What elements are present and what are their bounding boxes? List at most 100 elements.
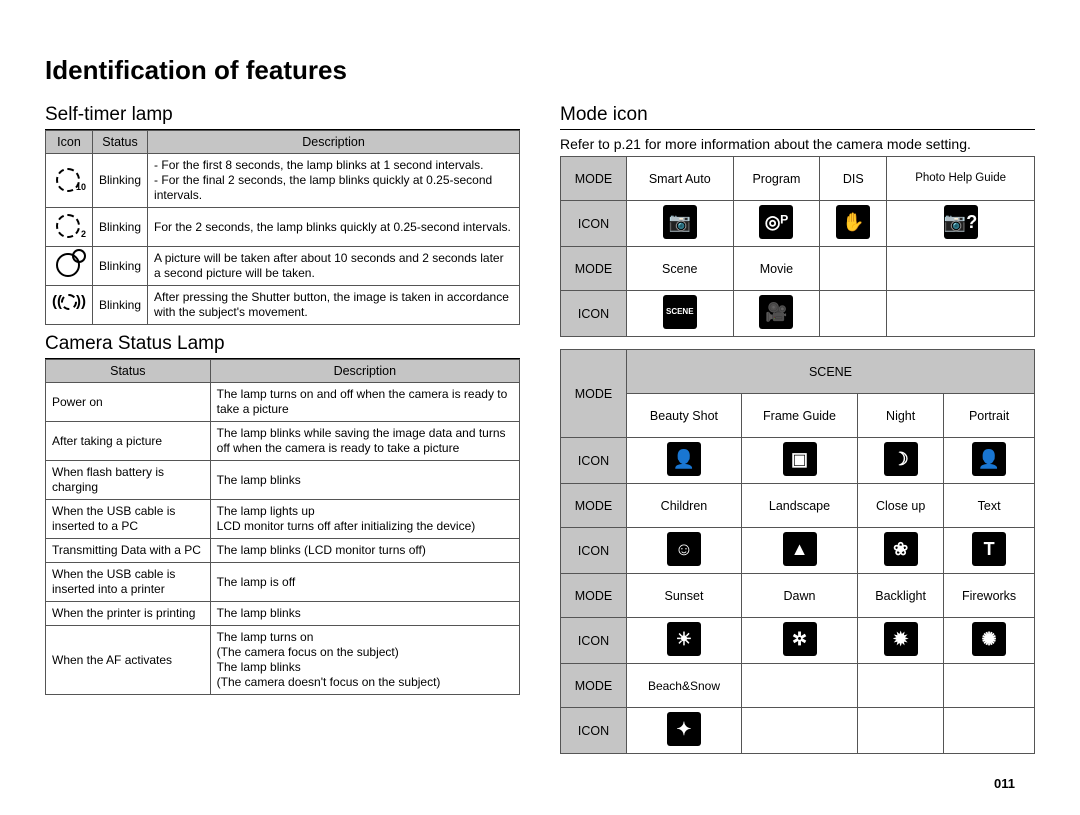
th-status: Status <box>93 131 148 154</box>
beach-snow-icon: ✦ <box>627 708 742 754</box>
page-number: 011 <box>994 776 1015 791</box>
mode-name <box>820 247 887 291</box>
cell: The lamp is off <box>210 563 519 602</box>
dis-icon: ✋ <box>820 201 887 247</box>
table-row: Power onThe lamp turns on and off when t… <box>46 383 520 422</box>
mode-name: Movie <box>733 247 820 291</box>
mode-name: Portrait <box>944 394 1035 438</box>
table-row: When the USB cable is inserted to a PCTh… <box>46 500 520 539</box>
right-column: Mode icon Refer to p.21 for more informa… <box>560 104 1035 754</box>
status-lamp-table: Status Description Power onThe lamp turn… <box>45 359 520 695</box>
cell: The lamp blinks <box>210 602 519 626</box>
row-label: ICON <box>561 291 627 337</box>
row-label: MODE <box>561 157 627 201</box>
scene-group-head: SCENE <box>627 350 1035 394</box>
cell: When flash battery is charging <box>46 461 211 500</box>
cell: Transmitting Data with a PC <box>46 539 211 563</box>
row-label: MODE <box>561 350 627 438</box>
mode-name: Fireworks <box>944 574 1035 618</box>
cell: After taking a picture <box>46 422 211 461</box>
row-label: ICON <box>561 201 627 247</box>
th-desc: Description <box>148 131 520 154</box>
portrait-icon: 👤 <box>944 438 1035 484</box>
status-lamp-heading: Camera Status Lamp <box>45 333 520 359</box>
table-row: Transmitting Data with a PCThe lamp blin… <box>46 539 520 563</box>
self-timer-heading: Self-timer lamp <box>45 104 520 130</box>
mode-icon-note: Refer to p.21 for more information about… <box>560 130 1035 156</box>
scene-table: MODE SCENE Beauty Shot Frame Guide Night… <box>560 349 1035 754</box>
table-row: After taking a pictureThe lamp blinks wh… <box>46 422 520 461</box>
night-icon: ☽ <box>858 438 944 484</box>
text-icon: T <box>944 528 1035 574</box>
th-status: Status <box>46 360 211 383</box>
mode-name: Backlight <box>858 574 944 618</box>
cell-status: Blinking <box>93 286 148 325</box>
children-icon: ☺ <box>627 528 742 574</box>
timer-10-icon: 10 <box>46 154 93 208</box>
mode-name: Text <box>944 484 1035 528</box>
mode-name: Photo Help Guide <box>887 157 1035 201</box>
cell-desc: A picture will be taken after about 10 s… <box>148 247 520 286</box>
cell: The lamp turns on and off when the camer… <box>210 383 519 422</box>
mode-name <box>887 247 1035 291</box>
cell-status: Blinking <box>93 154 148 208</box>
cell-desc: For the 2 seconds, the lamp blinks quick… <box>148 208 520 247</box>
self-timer-table: Icon Status Description 10 Blinking - Fo… <box>45 130 520 325</box>
timer-motion-icon <box>46 286 93 325</box>
table-row: When flash battery is chargingThe lamp b… <box>46 461 520 500</box>
left-column: Self-timer lamp Icon Status Description … <box>45 104 520 754</box>
cell: When the USB cable is inserted to a PC <box>46 500 211 539</box>
mode-name: Sunset <box>627 574 742 618</box>
mode-name: Beach&Snow <box>627 664 742 708</box>
timer-2-icon: 2 <box>46 208 93 247</box>
mode-name: Frame Guide <box>741 394 857 438</box>
landscape-icon: ▲ <box>741 528 857 574</box>
table-row: Blinking After pressing the Shutter butt… <box>46 286 520 325</box>
row-label: MODE <box>561 664 627 708</box>
content-columns: Self-timer lamp Icon Status Description … <box>45 104 1035 754</box>
photo-help-icon: 📷? <box>887 201 1035 247</box>
cell: When the USB cable is inserted into a pr… <box>46 563 211 602</box>
mode-name: Scene <box>627 247 734 291</box>
smart-auto-icon: 📷 <box>627 201 734 247</box>
row-label: ICON <box>561 618 627 664</box>
movie-icon: 🎥 <box>733 291 820 337</box>
row-label: ICON <box>561 708 627 754</box>
fireworks-icon: ✺ <box>944 618 1035 664</box>
backlight-icon: ✹ <box>858 618 944 664</box>
row-label: ICON <box>561 438 627 484</box>
cell-desc: - For the first 8 seconds, the lamp blin… <box>148 154 520 208</box>
cell: When the printer is printing <box>46 602 211 626</box>
mode-name: Dawn <box>741 574 857 618</box>
cell-desc: After pressing the Shutter button, the i… <box>148 286 520 325</box>
cell-status: Blinking <box>93 247 148 286</box>
cell: The lamp turns on (The camera focus on t… <box>210 626 519 695</box>
mode-table-main: MODE Smart Auto Program DIS Photo Help G… <box>560 156 1035 337</box>
cell: The lamp blinks <box>210 461 519 500</box>
mode-name: Close up <box>858 484 944 528</box>
table-row: When the AF activatesThe lamp turns on (… <box>46 626 520 695</box>
sunset-icon: ☀ <box>627 618 742 664</box>
table-row: When the printer is printingThe lamp bli… <box>46 602 520 626</box>
th-icon: Icon <box>46 131 93 154</box>
table-row: When the USB cable is inserted into a pr… <box>46 563 520 602</box>
row-label: ICON <box>561 528 627 574</box>
page-title: Identification of features <box>45 55 1035 86</box>
program-icon: ◎ᴾ <box>733 201 820 247</box>
beauty-shot-icon: 👤 <box>627 438 742 484</box>
cell: Power on <box>46 383 211 422</box>
cell: The lamp lights up LCD monitor turns off… <box>210 500 519 539</box>
dawn-icon: ✲ <box>741 618 857 664</box>
row-label: MODE <box>561 574 627 618</box>
scene-icon: SCENE <box>627 291 734 337</box>
mode-name: Beauty Shot <box>627 394 742 438</box>
cell: The lamp blinks (LCD monitor turns off) <box>210 539 519 563</box>
table-row: 2 Blinking For the 2 seconds, the lamp b… <box>46 208 520 247</box>
cell: When the AF activates <box>46 626 211 695</box>
table-row: 10 Blinking - For the first 8 seconds, t… <box>46 154 520 208</box>
row-label: MODE <box>561 484 627 528</box>
row-label: MODE <box>561 247 627 291</box>
closeup-icon: ❀ <box>858 528 944 574</box>
mode-name: Landscape <box>741 484 857 528</box>
mode-name: Children <box>627 484 742 528</box>
